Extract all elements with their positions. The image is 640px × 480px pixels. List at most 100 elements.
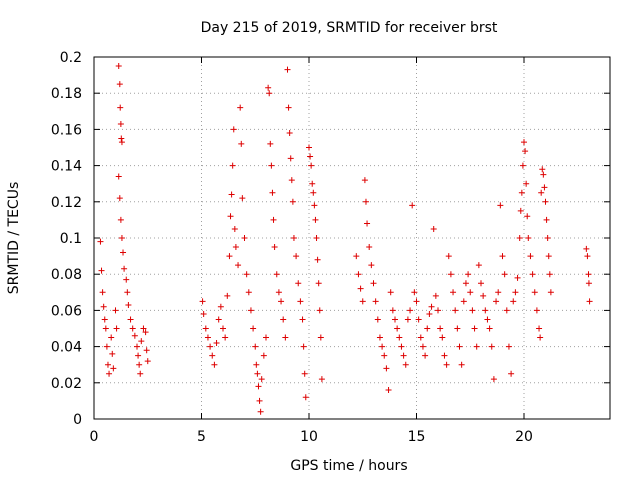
data-point [540,171,547,178]
data-point [268,162,275,169]
data-point [269,189,276,196]
data-point [422,352,429,359]
data-point [227,213,234,220]
data-point [257,408,264,415]
data-point [288,177,295,184]
data-point [544,235,551,241]
data-point [101,316,108,323]
data-point [109,350,116,357]
data-point [287,155,294,162]
data-point [311,202,318,209]
data-point [450,289,457,296]
data-point [108,334,115,341]
data-point [460,298,467,305]
data-point [228,191,235,198]
data-point [263,334,269,341]
data-point [462,280,469,287]
data-point [411,289,418,296]
data-point [226,253,233,260]
data-point [392,316,398,323]
data-point [437,325,444,332]
data-point [250,325,257,332]
data-point [103,343,110,350]
data-point [209,352,216,359]
data-point [525,235,532,241]
data-point [144,358,151,365]
data-point [213,339,220,346]
data-point [302,394,309,401]
plot-frame [93,56,611,420]
data-point [521,139,527,146]
data-point [359,298,366,305]
data-point [316,307,323,314]
data-point [505,343,512,350]
data-point [266,90,273,97]
points-layer [97,63,593,415]
data-point [545,253,552,260]
data-point [255,383,262,390]
data-point [280,316,287,323]
data-point [267,140,274,147]
data-point [353,253,360,260]
data-point [364,220,371,227]
data-point [215,316,222,323]
data-point [299,316,306,323]
data-point [542,198,549,205]
data-point [503,307,510,314]
data-point [278,298,285,305]
data-point [202,325,209,332]
data-point [471,325,478,332]
data-point [200,311,207,318]
data-point [435,307,441,314]
data-point [432,292,439,299]
data-point [478,280,484,287]
data-point [317,334,324,341]
data-point [110,365,117,372]
data-point [115,173,122,180]
data-point [456,343,463,350]
data-point [142,329,149,336]
data-point [254,370,261,377]
data-point [258,376,265,383]
data-point [510,298,517,305]
data-point [120,249,127,256]
data-point [314,256,321,263]
data-point [355,271,362,278]
data-point [366,244,373,251]
x-tick-label: 0 [90,429,99,445]
data-point [413,298,420,305]
data-point [106,370,113,377]
data-point [428,303,435,310]
data-point [547,289,554,296]
data-point [230,126,237,133]
data-point [488,343,495,350]
data-point [426,311,433,318]
data-point [117,120,124,127]
ticks-layer: 0 5 10 15 20 0 0.02 0.04 0.06 0.08 0.1 0.12 0.14 0.16… [51,50,610,445]
data-point [517,207,524,214]
data-point [396,334,403,341]
data-point [312,216,319,223]
data-point [357,285,364,292]
data-point [286,130,293,137]
data-point [270,216,277,223]
data-point [514,274,521,281]
data-point [458,361,465,368]
data-point [104,361,111,368]
data-point [289,198,296,205]
data-point [387,289,394,296]
y-tick-label: 0.2 [60,50,82,66]
data-point [309,180,316,187]
y-tick-label: 0.06 [51,303,82,319]
data-point [127,316,134,323]
y-tick-label: 0.18 [51,86,82,102]
data-point [385,387,392,394]
data-point [519,162,526,169]
data-point [372,298,379,305]
data-point [424,325,431,332]
data-point [245,289,252,296]
data-point [415,316,422,323]
data-point [310,189,317,196]
data-point [407,307,414,314]
data-point [443,361,450,368]
